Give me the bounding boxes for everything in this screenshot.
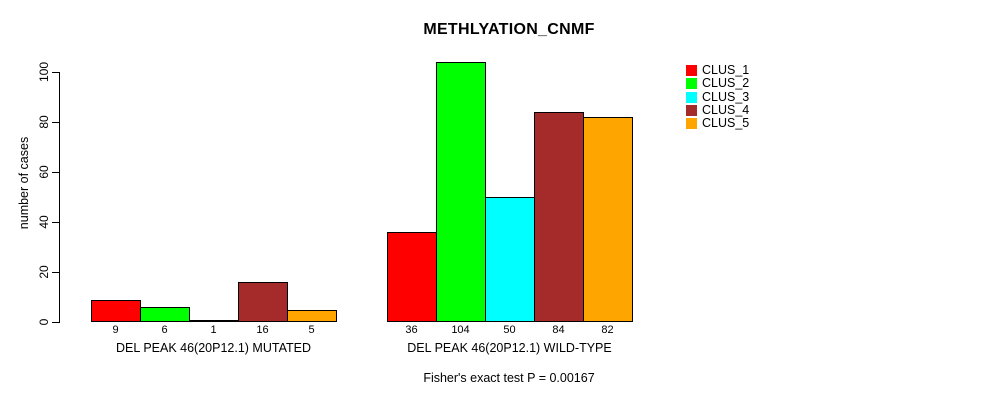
bar-clus_5-group1 (287, 309, 337, 322)
bar-value-label: 50 (503, 324, 516, 336)
y-axis-tick-label: 80 (37, 115, 51, 129)
bar-clus_2-group1 (140, 307, 190, 322)
bar-clus_1-group2 (387, 232, 437, 322)
y-axis-tick-label: 60 (37, 165, 51, 179)
y-axis-line (59, 72, 60, 323)
legend-swatch-clus_4 (686, 104, 697, 116)
bar-value-label: 84 (552, 324, 565, 336)
x-axis-group-label: DEL PEAK 46(20P12.1) WILD-TYPE (407, 341, 612, 355)
y-axis-tick (52, 171, 59, 173)
bar-clus_2-group2 (436, 62, 486, 322)
y-axis-tick (52, 271, 59, 273)
y-axis-tick-label: 20 (37, 265, 51, 279)
chart-title: METHLYATION_CNMF (423, 21, 595, 38)
bar-clus_3-group2 (485, 197, 535, 322)
y-axis-tick (52, 71, 59, 73)
bar-value-label: 5 (308, 324, 315, 336)
annotation-text: Fisher's exact test P = 0.00167 (423, 371, 595, 385)
bar-value-label: 82 (601, 324, 614, 336)
y-axis-tick (52, 321, 59, 323)
x-axis-group-label: DEL PEAK 46(20P12.1) MUTATED (116, 341, 311, 355)
legend-swatch-clus_3 (686, 91, 697, 103)
y-axis-label: number of cases (17, 136, 31, 230)
bar-clus_5-group2 (583, 117, 633, 322)
legend-swatch-clus_5 (686, 118, 697, 130)
bar-value-label: 104 (451, 324, 470, 336)
legend-label-clus_2: CLUS_2 (702, 76, 750, 91)
bar-value-label: 1 (210, 324, 217, 336)
y-axis-tick-label: 100 (37, 61, 51, 83)
y-axis-tick (52, 221, 59, 223)
bar-clus_4-group1 (238, 282, 288, 322)
legend-swatch-clus_1 (686, 65, 697, 76)
y-axis-tick-label: 40 (37, 215, 51, 229)
legend-label-clus_3: CLUS_3 (702, 89, 750, 104)
y-axis-tick-label: 0 (37, 318, 51, 326)
legend-swatch-clus_2 (686, 78, 697, 90)
bar-clus_4-group2 (534, 112, 584, 322)
bar-value-label: 36 (405, 324, 418, 336)
bar-clus_1-group1 (91, 299, 141, 322)
y-axis-tick (52, 121, 59, 123)
legend-label-clus_4: CLUS_4 (702, 102, 750, 117)
legend-label-clus_5: CLUS_5 (702, 116, 750, 131)
bar-value-label: 9 (112, 324, 119, 336)
bar-value-label: 6 (161, 324, 168, 336)
legend-label-clus_1: CLUS_1 (702, 63, 750, 77)
bar-clus_3-group1 (189, 319, 239, 322)
bar-value-label: 16 (256, 324, 269, 336)
